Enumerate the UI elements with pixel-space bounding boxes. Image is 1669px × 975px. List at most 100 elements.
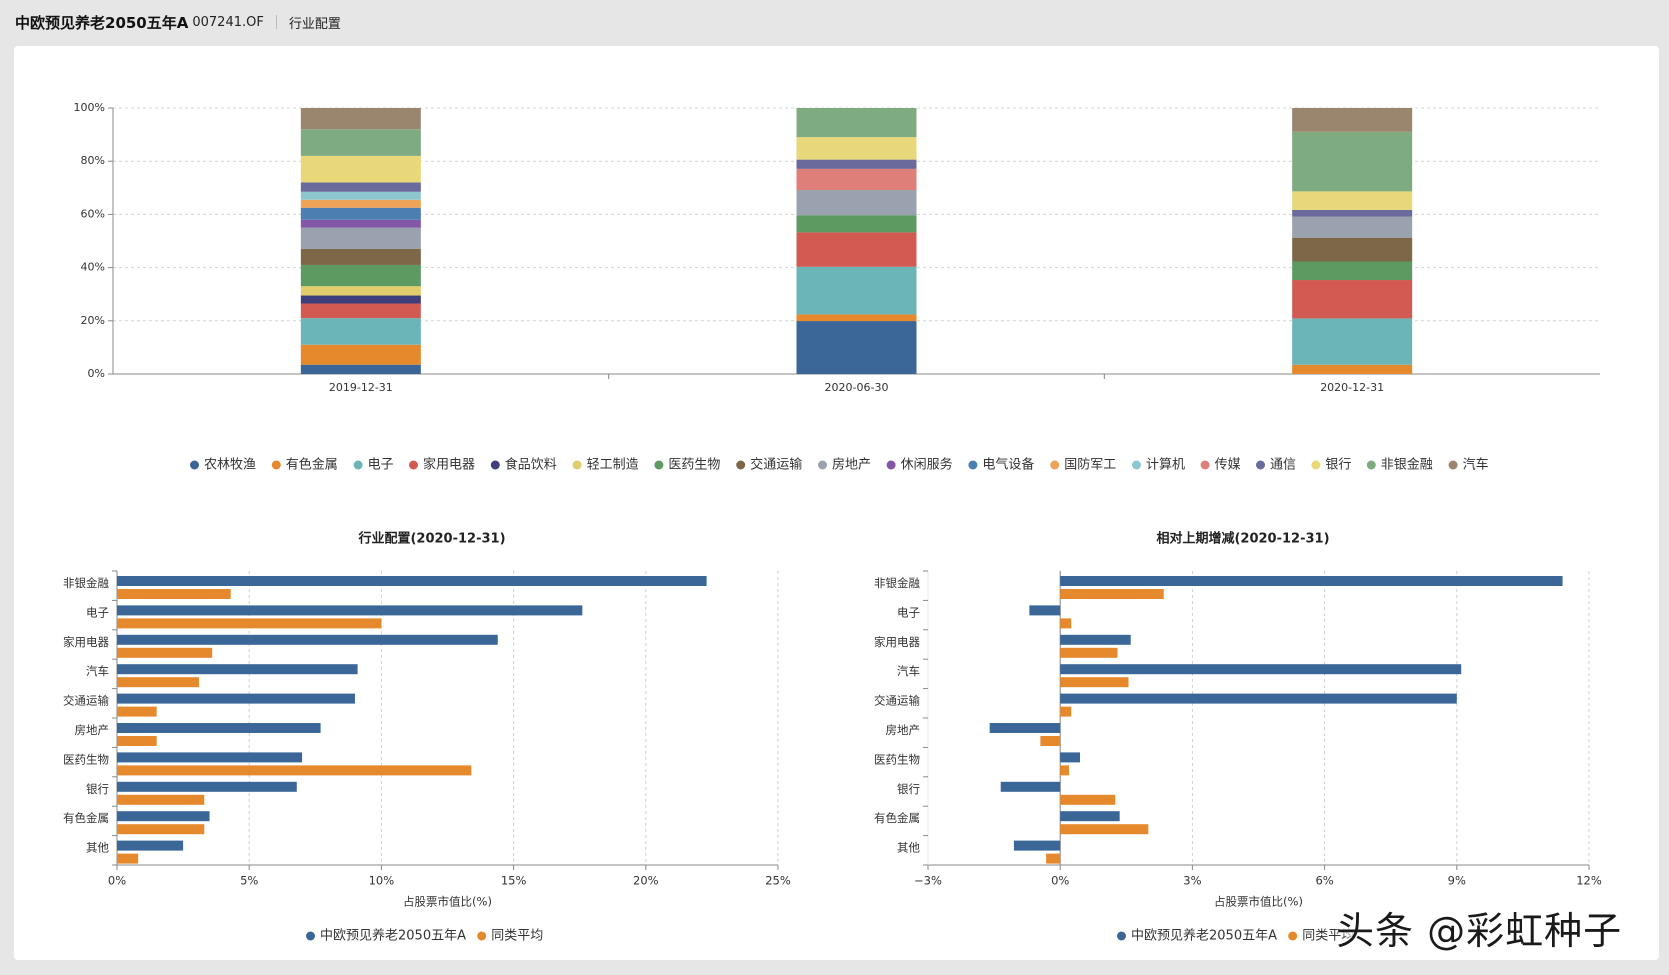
bar-segment-银行[interactable] [796,137,917,160]
legend-item[interactable]: 有色金属 [271,457,338,473]
bar-其他-peer-average[interactable] [1046,853,1061,864]
bar-segment-通信[interactable] [1292,209,1413,217]
bar-银行-fund[interactable] [117,781,297,792]
legend-item[interactable]: 食品饮料 [490,457,557,473]
bar-segment-农林牧渔[interactable] [796,321,917,374]
bar-电子-fund[interactable] [1029,605,1061,616]
bar-segment-电气设备[interactable] [300,207,421,220]
legend-item[interactable]: 同类平均 [1288,929,1354,944]
bar-交通运输-peer-average[interactable] [117,706,157,717]
bar-segment-医药生物[interactable] [300,264,421,287]
bar-segment-汽车[interactable] [1292,108,1413,132]
bar-医药生物-fund[interactable] [117,752,303,763]
bar-segment-银行[interactable] [1292,191,1413,210]
bar-segment-交通运输[interactable] [300,248,421,265]
bar-汽车-peer-average[interactable] [1060,677,1129,688]
bar-segment-休闲服务[interactable] [300,219,421,228]
bar-家用电器-fund[interactable] [117,634,498,645]
bar-segment-通信[interactable] [796,159,917,169]
bar-segment-家用电器[interactable] [300,303,421,319]
legend-item[interactable]: 电气设备 [968,457,1034,473]
bar-segment-计算机[interactable] [300,191,421,200]
bar-segment-电子[interactable] [300,318,421,345]
bar-segment-农林牧渔[interactable] [300,364,421,374]
bar-其他-fund[interactable] [1013,840,1061,851]
bar-医药生物-peer-average[interactable] [117,765,472,776]
legend-item[interactable]: 计算机 [1132,458,1185,473]
bar-交通运输-fund[interactable] [117,693,355,704]
bar-有色金属-fund[interactable] [117,811,210,822]
legend-item[interactable]: 医药生物 [654,458,720,473]
bar-segment-银行[interactable] [300,155,421,183]
bar-segment-非银金融[interactable] [1292,131,1413,192]
bar-房地产-peer-average[interactable] [1040,736,1061,746]
bar-电子-peer-average[interactable] [1060,618,1072,629]
bar-segment-医药生物[interactable] [796,215,917,233]
bar-非银金融-fund[interactable] [117,576,707,586]
legend-item[interactable]: 中欧预见养老2050五年A [1117,928,1277,944]
bar-医药生物-fund[interactable] [1060,752,1081,763]
bar-银行-peer-average[interactable] [1060,794,1116,805]
bar-segment-房地产[interactable] [300,227,421,249]
bar-segment-有色金属[interactable] [796,314,917,322]
legend-item[interactable]: 传媒 [1200,458,1241,473]
bar-交通运输-fund[interactable] [1060,693,1457,704]
bar-家用电器-fund[interactable] [1060,634,1131,645]
legend-item[interactable]: 休闲服务 [886,457,953,473]
legend-item[interactable]: 中欧预见养老2050五年A [306,928,466,944]
bar-segment-汽车[interactable] [300,108,421,130]
legend-item[interactable]: 同类平均 [477,929,543,944]
bar-其他-fund[interactable] [117,840,184,851]
bar-segment-房地产[interactable] [1292,216,1413,238]
bar-segment-食品饮料[interactable] [300,295,421,304]
bar-segment-非银金融[interactable] [796,108,917,138]
bar-segment-电子[interactable] [1292,318,1413,365]
bar-非银金融-peer-average[interactable] [117,589,231,599]
legend-item[interactable]: 非银金融 [1366,457,1433,473]
bar-segment-传媒[interactable] [796,168,917,191]
bar-医药生物-peer-average[interactable] [1060,765,1070,776]
bar-segment-非银金融[interactable] [300,129,421,156]
bar-房地产-fund[interactable] [117,723,321,733]
legend-item[interactable]: 汽车 [1448,457,1489,473]
bar-房地产-fund[interactable] [989,723,1061,733]
bar-segment-房地产[interactable] [796,190,917,216]
legend-item[interactable]: 农林牧渔 [190,458,256,473]
legend-item[interactable]: 轻工制造 [572,458,639,473]
bar-家用电器-peer-average[interactable] [117,647,213,658]
bar-电子-fund[interactable] [117,605,583,616]
bar-非银金融-fund[interactable] [1060,576,1563,586]
bar-segment-医药生物[interactable] [1292,261,1413,281]
bar-有色金属-peer-average[interactable] [1060,824,1149,835]
bar-segment-国防军工[interactable] [300,199,421,208]
bar-segment-轻工制造[interactable] [300,286,421,296]
legend-item[interactable]: 通信 [1256,458,1296,473]
bar-银行-fund[interactable] [1000,781,1061,792]
bar-segment-有色金属[interactable] [1292,364,1413,374]
legend-item[interactable]: 家用电器 [409,457,475,473]
legend-item[interactable]: 银行 [1311,458,1351,473]
bar-银行-peer-average[interactable] [117,794,205,805]
bar-segment-家用电器[interactable] [796,232,917,267]
bar-汽车-fund[interactable] [1060,664,1462,675]
bar-segment-通信[interactable] [300,182,421,192]
bar-其他-peer-average[interactable] [117,853,139,864]
legend-item[interactable]: 国防军工 [1050,457,1116,473]
bar-segment-有色金属[interactable] [300,344,421,365]
bar-segment-电子[interactable] [796,266,917,315]
bar-房地产-peer-average[interactable] [117,736,157,746]
bar-汽车-fund[interactable] [117,664,358,675]
legend-item[interactable]: 交通运输 [736,457,802,473]
bar-交通运输-peer-average[interactable] [1060,706,1072,717]
bar-非银金融-peer-average[interactable] [1060,589,1164,599]
legend-item[interactable]: 房地产 [818,457,871,473]
bar-电子-peer-average[interactable] [117,618,382,629]
bar-家用电器-peer-average[interactable] [1060,647,1118,658]
section-title[interactable]: 行业配置 [288,16,341,32]
bar-segment-家用电器[interactable] [1292,280,1413,319]
bar-有色金属-fund[interactable] [1060,811,1120,822]
bar-汽车-peer-average[interactable] [117,677,199,688]
bar-segment-交通运输[interactable] [1292,237,1413,262]
legend-item[interactable]: 电子 [353,458,394,473]
bar-有色金属-peer-average[interactable] [117,824,205,835]
